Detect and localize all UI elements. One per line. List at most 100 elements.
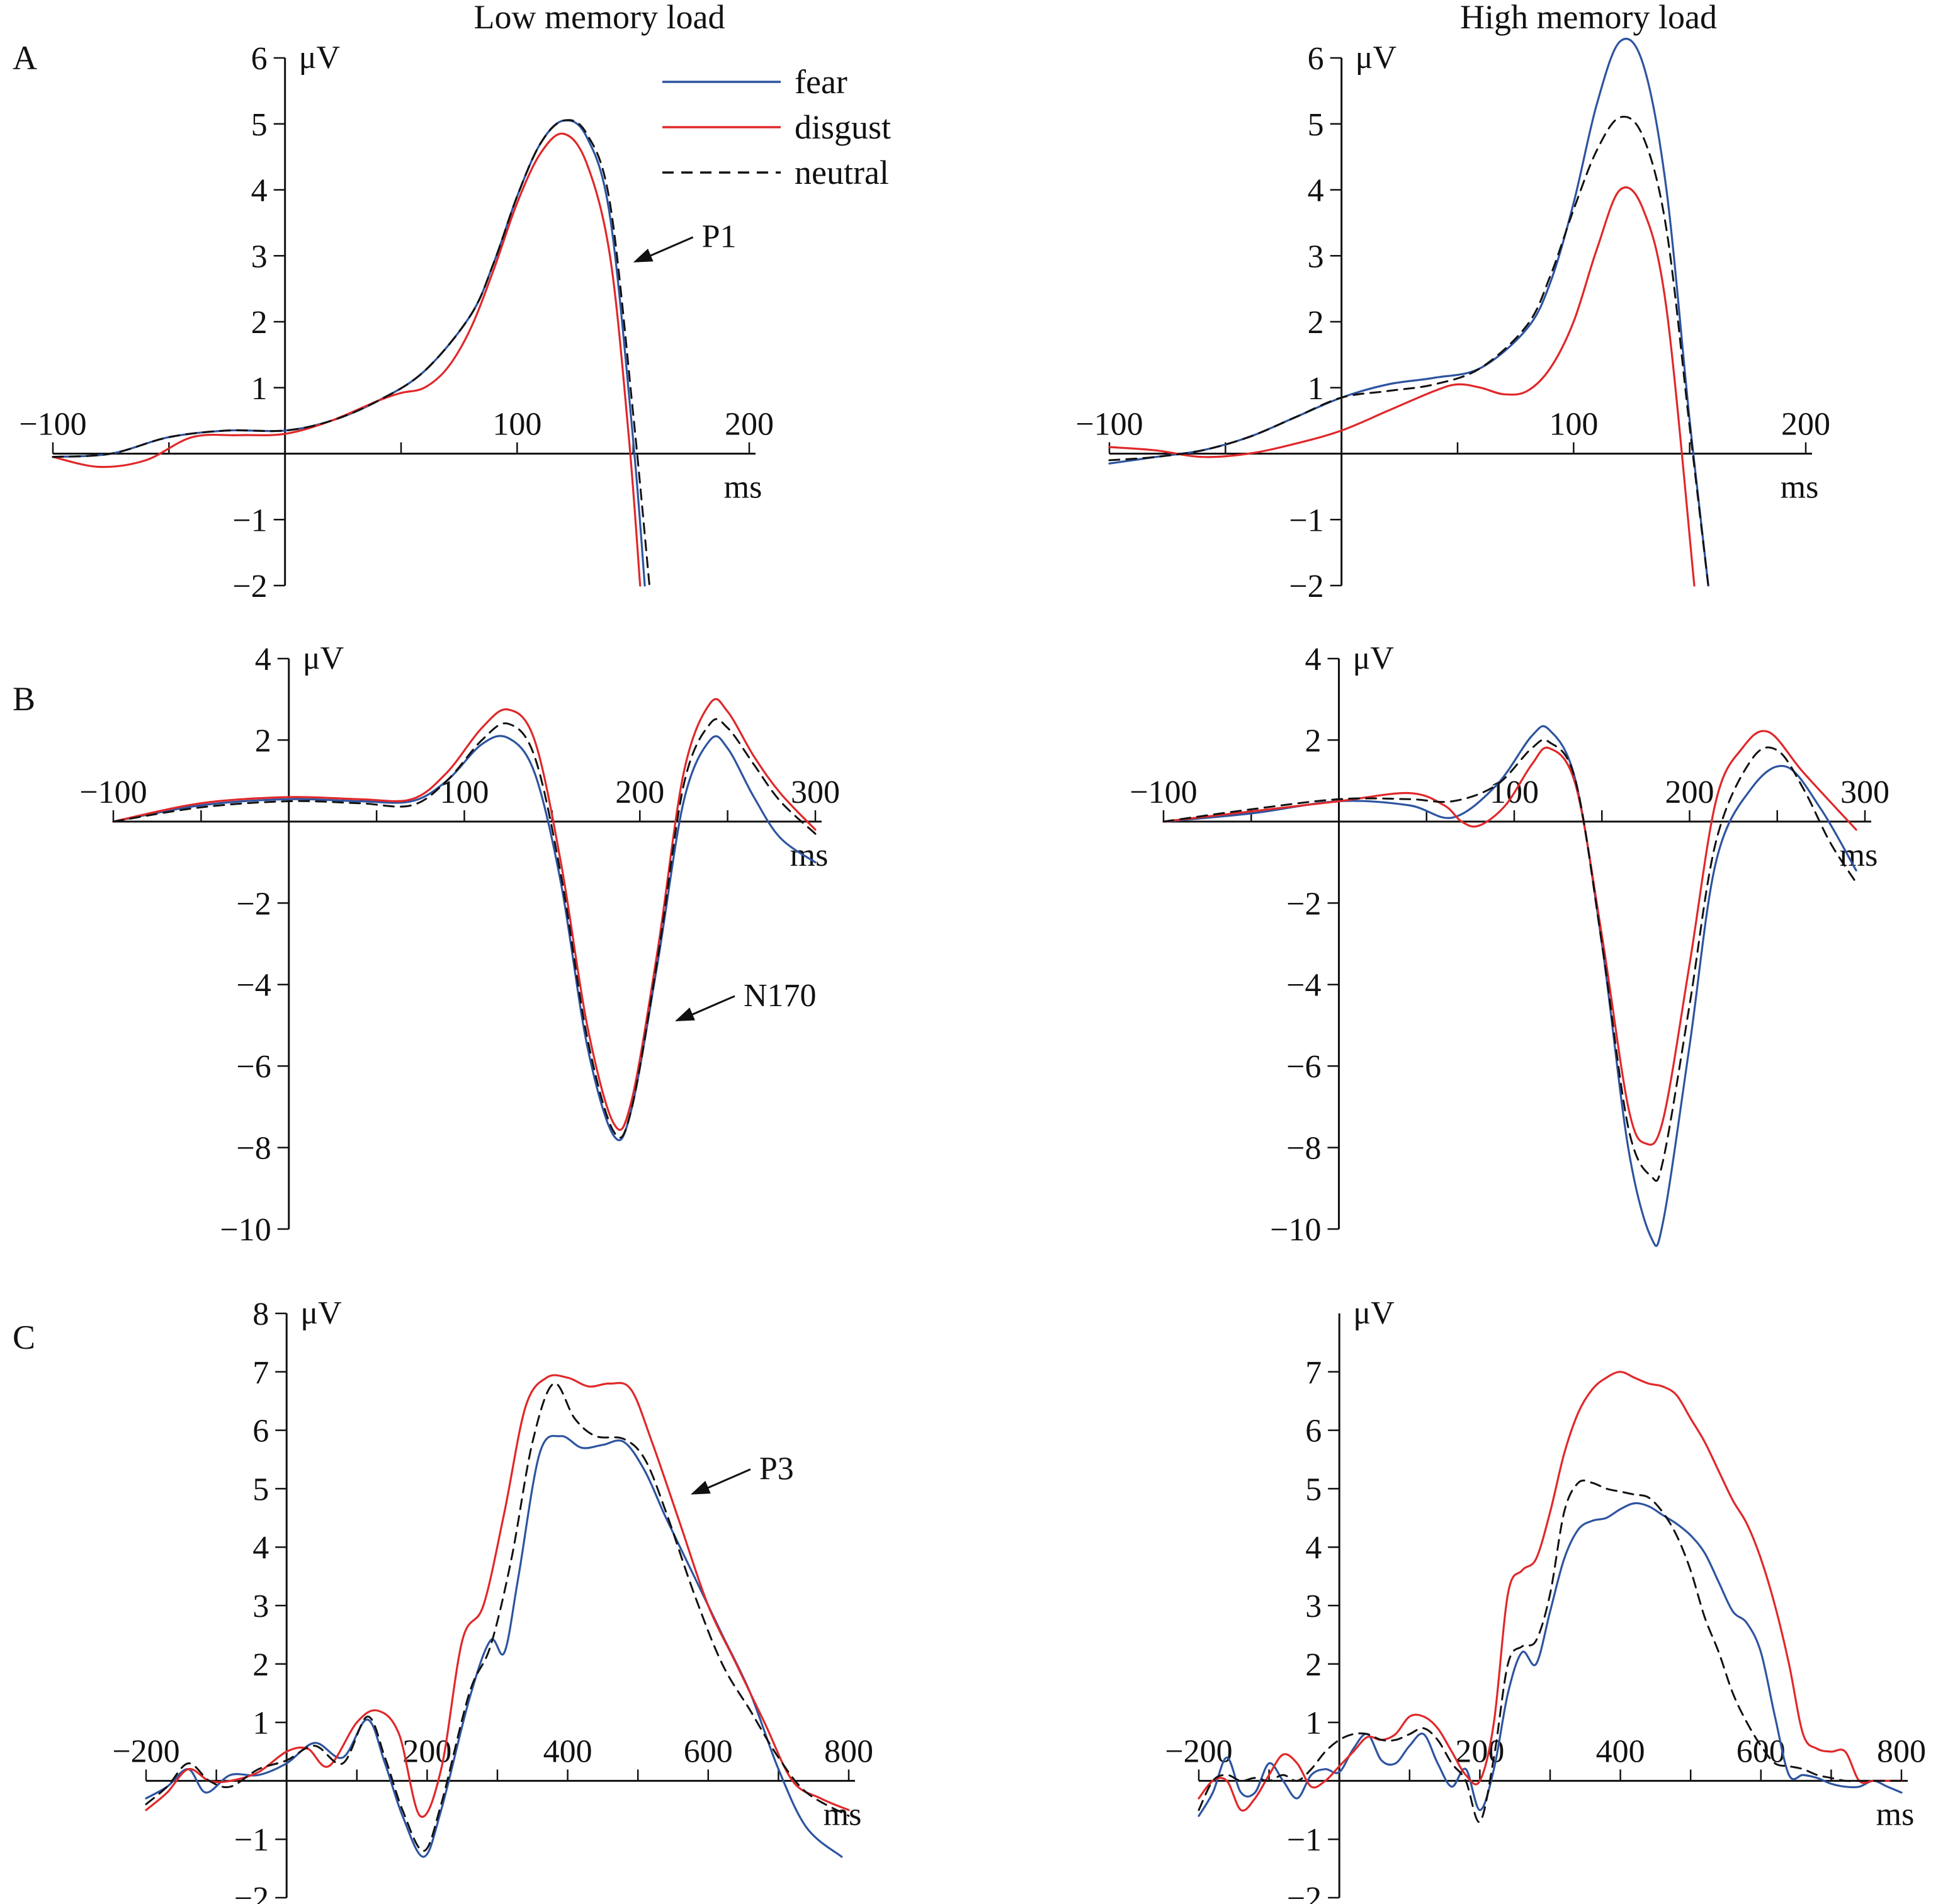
panel-letter-c: C — [13, 1318, 35, 1356]
column-title-high-load: High memory load — [1460, 0, 1717, 36]
panel-letter-a: A — [13, 39, 37, 77]
x-tick-label: −100 — [1130, 774, 1197, 810]
x-tick-label: 800 — [1877, 1733, 1926, 1769]
x-tick-label: 300 — [1840, 774, 1889, 810]
panel-a-high: −100 100 200 −2 −1 1 2 3 4 5 6 μV ms — [1075, 38, 1830, 604]
x-tick-label: −100 — [19, 407, 86, 443]
series-fear — [1198, 1502, 1903, 1817]
series-fear — [1108, 38, 1709, 587]
y-tick-label: −8 — [1286, 1131, 1321, 1167]
x-axis-unit: ms — [790, 837, 829, 873]
legend-label-disgust: disgust — [795, 108, 891, 146]
y-tick-label: 5 — [1308, 107, 1324, 143]
y-tick-label: 4 — [1308, 173, 1324, 209]
y-tick-label: −2 — [232, 569, 267, 604]
y-tick-label: 2 — [251, 305, 268, 341]
chart-panels: −100 100 200 −2 −1 1 2 3 4 5 6 μV ms P1 −100 100 200 −2 −1… — [19, 38, 1926, 1904]
x-axis-unit: ms — [1840, 837, 1878, 873]
y-tick-label: −2 — [234, 1881, 269, 1904]
series-fear — [52, 119, 646, 587]
series-neutral — [1108, 115, 1709, 587]
y-tick-label: 3 — [251, 239, 268, 275]
annotation-arrow-head — [633, 248, 654, 263]
y-axis-unit: μV — [1353, 1295, 1394, 1331]
y-axis-unit: μV — [1353, 640, 1394, 676]
annotation-p1: P1 — [702, 219, 737, 255]
y-tick-label: 4 — [251, 173, 268, 209]
y-tick-label: 6 — [252, 1414, 269, 1449]
y-tick-label: −4 — [1286, 968, 1321, 1004]
y-tick-label: −1 — [234, 1822, 269, 1858]
y-axis-unit: μV — [299, 40, 340, 76]
y-tick-label: 5 — [1305, 1471, 1322, 1507]
x-tick-label: −100 — [79, 774, 147, 810]
legend: fear disgust neutral — [662, 63, 891, 191]
annotation-p3: P3 — [759, 1451, 794, 1487]
x-tick-label: 800 — [824, 1733, 873, 1769]
y-tick-label: −6 — [236, 1049, 271, 1085]
y-tick-label: 2 — [1305, 1647, 1322, 1683]
series-disgust — [1162, 730, 1857, 1146]
annotation-n170: N170 — [744, 978, 817, 1014]
y-tick-label: 4 — [1305, 642, 1322, 677]
series-disgust — [52, 132, 642, 587]
annotation-arrow-head — [690, 1480, 711, 1495]
x-axis-unit: ms — [724, 470, 762, 506]
annotation-arrow-head — [675, 1007, 695, 1021]
x-tick-label: 200 — [402, 1733, 451, 1769]
y-axis-unit: μV — [303, 640, 344, 676]
x-tick-label: 300 — [791, 774, 840, 810]
x-tick-label: −200 — [1165, 1733, 1232, 1769]
y-tick-label: 3 — [1308, 239, 1324, 275]
y-tick-label: 5 — [251, 107, 268, 143]
y-tick-label: 5 — [252, 1471, 269, 1507]
column-title-low-load: Low memory load — [474, 0, 725, 36]
y-tick-label: 6 — [1305, 1414, 1322, 1449]
y-tick-label: 2 — [255, 723, 271, 759]
y-axis-unit: μV — [1356, 40, 1396, 76]
legend-label-neutral: neutral — [795, 154, 889, 191]
y-tick-label: −1 — [1287, 1822, 1322, 1858]
series-neutral — [1162, 739, 1857, 1182]
x-axis-unit: ms — [1876, 1796, 1915, 1832]
y-tick-label: −1 — [1289, 502, 1323, 538]
y-tick-label: 3 — [1305, 1589, 1322, 1624]
series-fear — [145, 1434, 843, 1858]
y-tick-label: 4 — [1305, 1530, 1322, 1566]
y-tick-label: 1 — [251, 371, 268, 407]
x-tick-label: 600 — [684, 1733, 733, 1769]
panel-letter-b: B — [13, 680, 35, 718]
y-tick-label: −8 — [236, 1131, 271, 1167]
y-tick-label: 2 — [252, 1647, 269, 1683]
x-tick-label: 100 — [492, 407, 541, 443]
series-disgust — [112, 698, 817, 1131]
y-tick-label: −6 — [1286, 1049, 1321, 1085]
y-tick-label: 2 — [1305, 723, 1322, 759]
x-tick-label: 600 — [1736, 1733, 1786, 1769]
x-tick-label: 200 — [1781, 407, 1830, 443]
series-fear — [112, 735, 817, 1142]
y-tick-label: −4 — [236, 968, 271, 1004]
legend-label-fear: fear — [795, 63, 847, 101]
series-neutral — [1198, 1479, 1903, 1823]
y-tick-label: 7 — [1305, 1355, 1322, 1391]
y-tick-label: 6 — [251, 41, 268, 77]
series-disgust — [145, 1374, 850, 1818]
y-tick-label: 4 — [252, 1530, 269, 1566]
y-tick-label: −1 — [232, 502, 267, 538]
x-tick-label: 400 — [1596, 1733, 1645, 1769]
y-tick-label: −2 — [236, 886, 271, 922]
x-tick-label: −100 — [1075, 407, 1143, 443]
y-tick-label: 4 — [255, 642, 271, 677]
x-tick-label: 100 — [1549, 407, 1598, 443]
y-tick-label: 8 — [252, 1296, 269, 1332]
x-tick-label: 200 — [725, 407, 774, 443]
y-tick-label: 6 — [1308, 41, 1324, 77]
y-tick-label: −2 — [1289, 569, 1323, 604]
series-neutral — [145, 1382, 850, 1852]
y-tick-label: 2 — [1308, 305, 1324, 341]
